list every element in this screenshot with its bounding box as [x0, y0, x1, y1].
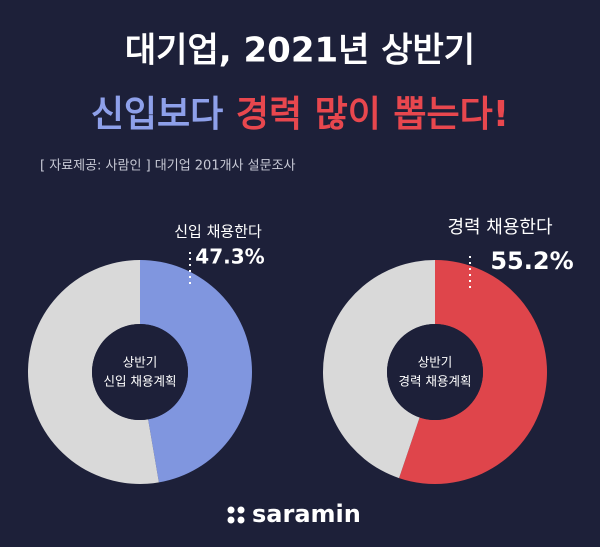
center-label: 신입 채용계획: [104, 374, 177, 389]
donut-slice: [323, 260, 435, 479]
donut-slice: [27, 260, 159, 485]
subtitle-part: 신입보다: [91, 94, 223, 135]
donut-slice: [140, 260, 252, 483]
title: 대기업, 2021년 상반기: [125, 31, 475, 71]
slice-label: 경력 채용한다: [447, 217, 553, 238]
center-label: 상반기: [418, 355, 453, 370]
logo-icon: [227, 506, 245, 524]
slice-label: 신입 채용한다: [174, 223, 262, 241]
subtitle: 신입보다 경력 많이 뽑는다!: [91, 94, 509, 135]
value-label: 55.2%: [490, 247, 573, 275]
center-label: 상반기: [123, 355, 158, 370]
value-label: 47.3%: [195, 245, 264, 269]
donut-slice: [399, 260, 548, 485]
subtitle-part: 경력 많이 뽑는다!: [236, 94, 509, 135]
donut-hole: [387, 324, 483, 420]
source: [ 자료제공: 사람인 ] 대기업 201개사 설문조사: [40, 159, 296, 174]
center-label: 경력 채용계획: [399, 374, 472, 389]
logo: saramin: [252, 500, 361, 528]
donut-hole: [92, 324, 188, 420]
